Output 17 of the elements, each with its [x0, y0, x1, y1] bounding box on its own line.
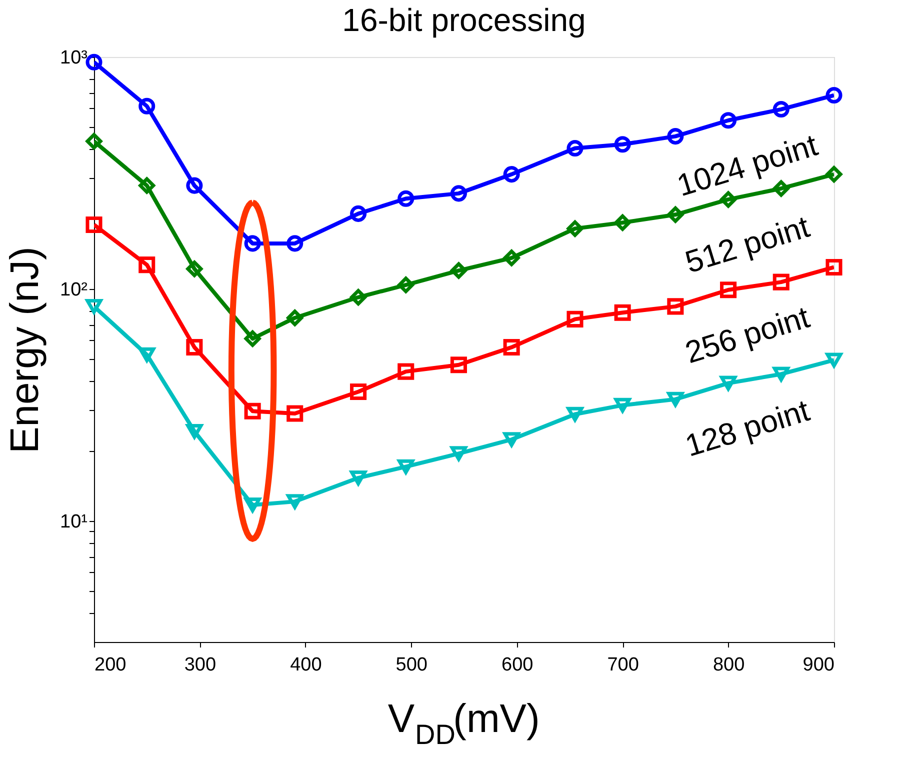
x-tick-label: 700	[607, 654, 639, 676]
y-tick-label: 10³	[60, 48, 88, 68]
y-tick-label: 10²	[60, 279, 88, 300]
y-axis-title: Energy (nJ)	[3, 246, 48, 454]
x-tick-label: 300	[184, 654, 216, 676]
y-tick-label: 10¹	[60, 511, 88, 532]
text: 256 point	[681, 299, 814, 370]
text: 128 point	[681, 392, 814, 464]
chart-title: 16-bit processing	[342, 2, 586, 38]
x-tick-label: 900	[802, 654, 834, 676]
x-tick-label: 800	[712, 654, 745, 676]
x-tick-label: 500	[396, 654, 428, 676]
text: 512 point	[681, 208, 814, 280]
x-tick-label: 400	[290, 654, 322, 676]
x-tick-label: 200	[94, 654, 126, 676]
x-tick-label: 600	[502, 654, 534, 676]
text: 1024 point	[672, 127, 822, 204]
